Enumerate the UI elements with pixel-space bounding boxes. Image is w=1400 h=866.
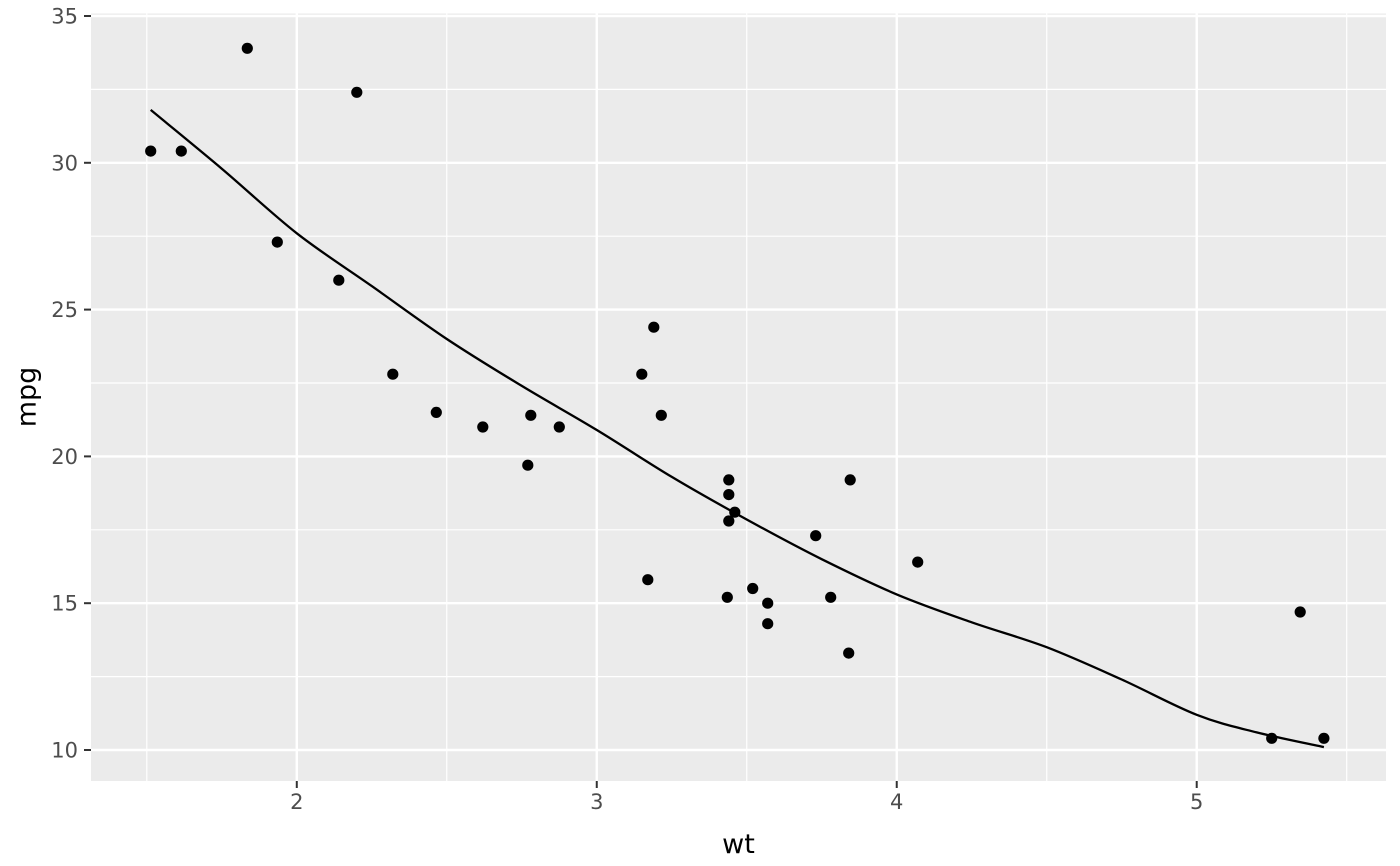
data-point bbox=[648, 321, 660, 333]
x-tick-label: 5 bbox=[1190, 790, 1203, 814]
data-point bbox=[723, 515, 735, 527]
data-point bbox=[241, 42, 253, 54]
data-point bbox=[387, 368, 399, 380]
data-point bbox=[825, 591, 837, 603]
data-point bbox=[723, 474, 735, 486]
data-point bbox=[810, 530, 822, 542]
chart-panel bbox=[91, 13, 1386, 781]
data-point bbox=[477, 421, 489, 433]
data-point bbox=[723, 489, 735, 501]
data-point bbox=[636, 368, 648, 380]
data-point bbox=[729, 506, 741, 518]
data-point bbox=[525, 409, 537, 421]
y-axis-title: mpg bbox=[11, 366, 43, 428]
data-point bbox=[642, 574, 654, 586]
data-point bbox=[351, 86, 363, 98]
data-point bbox=[721, 591, 733, 603]
data-point bbox=[145, 145, 157, 157]
y-tick-label: 20 bbox=[51, 445, 78, 469]
y-tick-label: 10 bbox=[51, 738, 78, 762]
data-point bbox=[1318, 732, 1330, 744]
data-point bbox=[762, 618, 774, 630]
data-point bbox=[553, 421, 565, 433]
y-tick-label: 35 bbox=[51, 4, 78, 28]
x-tick-label: 2 bbox=[290, 790, 303, 814]
data-point bbox=[655, 409, 667, 421]
data-point bbox=[1294, 606, 1306, 618]
data-point bbox=[333, 274, 345, 286]
y-tick-label: 15 bbox=[51, 592, 78, 616]
y-tick-label: 30 bbox=[51, 151, 78, 175]
data-point bbox=[522, 459, 534, 471]
y-tick-label: 25 bbox=[51, 298, 78, 322]
data-point bbox=[430, 406, 442, 418]
x-axis-title: wt bbox=[722, 829, 755, 860]
x-tick-label: 3 bbox=[590, 790, 603, 814]
data-point bbox=[175, 145, 187, 157]
data-point bbox=[844, 474, 856, 486]
data-point bbox=[747, 582, 759, 595]
data-point bbox=[843, 647, 855, 659]
data-point bbox=[1266, 732, 1278, 744]
data-point bbox=[762, 597, 774, 609]
data-point bbox=[912, 556, 924, 568]
data-point bbox=[271, 236, 283, 248]
x-tick-label: 4 bbox=[890, 790, 903, 814]
